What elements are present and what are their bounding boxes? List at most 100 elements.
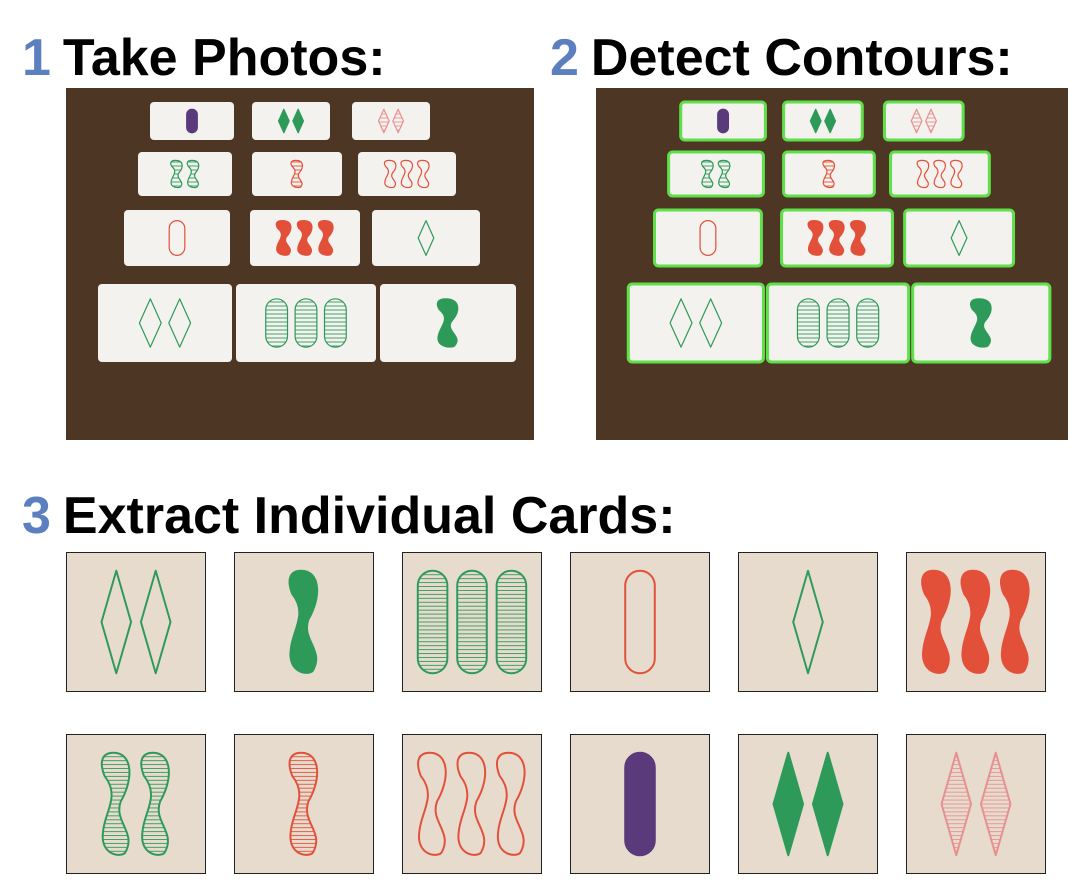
oval-symbol: [857, 299, 879, 347]
extracted-card: [738, 552, 878, 692]
photo-card: [252, 152, 342, 196]
squiggle-symbol: [922, 571, 950, 673]
step-2-number: 2: [550, 29, 579, 87]
diamond-symbol: [981, 753, 1011, 856]
photo-card: [654, 210, 761, 266]
card-body: [98, 284, 232, 362]
photo-card: [250, 210, 360, 266]
card-body: [138, 152, 232, 196]
diamond-symbol: [141, 571, 171, 674]
step-2-title: Detect Contours:: [591, 29, 1013, 87]
step-3-number: 3: [22, 487, 51, 545]
photo-card: [150, 102, 234, 140]
photo-card: [124, 210, 230, 266]
step-3-heading: 3 Extract Individual Cards:: [22, 490, 676, 542]
card-contour: [905, 210, 1014, 266]
oval-symbol: [827, 299, 849, 347]
card-contour: [628, 284, 763, 362]
step-1-title: Take Photos:: [63, 29, 386, 87]
photo-card: [352, 102, 430, 140]
photo-card: [138, 152, 232, 196]
card-symbols: [235, 735, 373, 873]
diamond-symbol: [774, 753, 804, 856]
original-photo: [66, 88, 534, 440]
oval-symbol: [625, 753, 655, 856]
card-contour: [669, 152, 764, 196]
diamond-symbol: [942, 753, 972, 856]
diamond-symbol: [102, 571, 132, 674]
card-body: [124, 210, 230, 266]
card-contour: [654, 210, 761, 266]
photo-card: [905, 210, 1014, 266]
card-contour: [784, 102, 863, 140]
oval-symbol: [497, 571, 527, 674]
photo-card: [252, 102, 330, 140]
step-2-heading: 2 Detect Contours:: [550, 32, 1013, 84]
photo-card: [358, 152, 456, 196]
card-body: [372, 210, 480, 266]
photo-card: [782, 210, 893, 266]
diamond-symbol: [813, 753, 843, 856]
card-symbols: [403, 553, 541, 691]
squiggle-symbol: [102, 753, 130, 855]
extracted-card: [906, 552, 1046, 692]
extracted-card: [906, 734, 1046, 874]
extracted-card: [402, 734, 542, 874]
step-1-number: 1: [22, 29, 51, 87]
card-symbols: [235, 553, 373, 691]
squiggle-symbol: [141, 753, 169, 855]
oval-symbol: [187, 109, 198, 133]
squiggle-symbol: [458, 753, 486, 855]
extracted-card: [570, 734, 710, 874]
photo-card: [784, 102, 863, 140]
card-symbols: [907, 553, 1045, 691]
photo-card: [681, 102, 766, 140]
oval-symbol: [418, 571, 448, 674]
card-symbols: [403, 735, 541, 873]
photo-card: [784, 152, 875, 196]
photo-card: [890, 152, 989, 196]
card-symbols: [67, 553, 205, 691]
card-symbols: [907, 735, 1045, 873]
card-symbols: [739, 735, 877, 873]
oval-symbol: [457, 571, 487, 674]
card-symbols: [571, 553, 709, 691]
extracted-card: [66, 552, 206, 692]
step-1-heading: 1 Take Photos:: [22, 32, 386, 84]
oval-symbol: [295, 299, 317, 347]
card-contour: [890, 152, 989, 196]
photo-card: [236, 284, 376, 362]
photo-cards-layer: [66, 88, 534, 440]
photo-card: [98, 284, 232, 362]
squiggle-symbol: [290, 753, 318, 855]
step-3-title: Extract Individual Cards:: [63, 487, 676, 545]
photo-card: [372, 210, 480, 266]
squiggle-symbol: [1001, 571, 1029, 673]
oval-symbol: [797, 299, 819, 347]
oval-symbol: [266, 299, 288, 347]
squiggle-symbol: [290, 571, 318, 673]
card-symbols: [67, 735, 205, 873]
photo-card: [380, 284, 516, 362]
oval-symbol: [324, 299, 346, 347]
photo-card: [767, 284, 908, 362]
photo-card: [884, 102, 963, 140]
squiggle-symbol: [418, 753, 446, 855]
card-body: [352, 102, 430, 140]
card-body: [252, 102, 330, 140]
oval-symbol: [625, 571, 655, 674]
extracted-card: [570, 552, 710, 692]
contour-photo: [596, 88, 1068, 440]
photo-card: [913, 284, 1050, 362]
card-symbols: [571, 735, 709, 873]
photo-card: [669, 152, 764, 196]
diamond-symbol: [793, 571, 823, 674]
contour-cards-layer: [596, 88, 1068, 440]
oval-symbol: [718, 109, 729, 133]
extracted-card: [738, 734, 878, 874]
card-symbols: [739, 553, 877, 691]
squiggle-symbol: [497, 753, 525, 855]
extracted-card: [402, 552, 542, 692]
photo-card: [628, 284, 763, 362]
extracted-card: [234, 552, 374, 692]
